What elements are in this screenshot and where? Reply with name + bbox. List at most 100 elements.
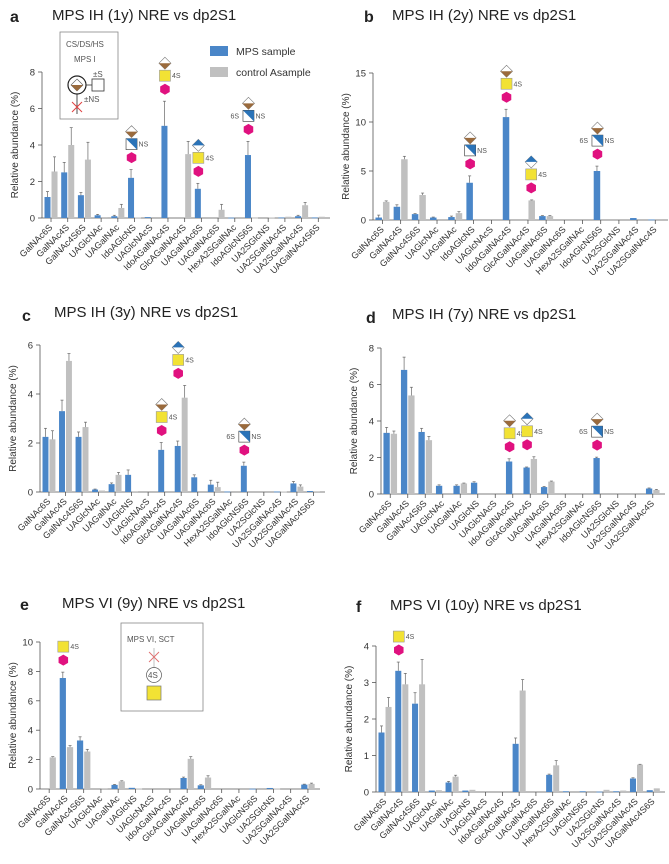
hexagon-icon — [504, 441, 515, 453]
bar-mps — [194, 188, 201, 218]
panel-title: MPS IH (3y) NRE vs dp2S1 — [54, 304, 238, 321]
inset-a-line2: MPS I — [74, 55, 96, 64]
bar-control — [135, 217, 142, 219]
annotation-sulfate-label: 4S — [172, 73, 181, 80]
panel-d: d MPS IH (7y) NRE vs dp2S1 0 2 4 6 8 Relative a… — [349, 306, 665, 552]
panel-title: MPS VI (9y) NRE vs dp2S1 — [62, 595, 245, 612]
y-tick-label: 0 — [369, 490, 374, 501]
annotation-sulfate-label: 4S — [185, 357, 194, 364]
glycan-annotation: 4S — [171, 341, 194, 379]
hexagon-icon — [592, 439, 602, 451]
inset-e-ring-label: 4S — [148, 671, 158, 680]
y-tick-label: 15 — [355, 69, 366, 80]
annotation-sulfate-label: NS — [139, 142, 149, 149]
bar-mps — [278, 217, 285, 219]
glycan-annotation: NS — [125, 125, 149, 164]
hexagon-icon — [592, 148, 603, 160]
bar-mps — [539, 216, 546, 220]
bar-mps — [646, 790, 653, 792]
bar-control — [251, 217, 258, 219]
diamond-half-icon — [242, 103, 255, 110]
annotation-sulfate-label: NS — [604, 429, 614, 436]
bar-control — [51, 171, 58, 218]
annotation-sulfate-label: 4S — [538, 172, 547, 179]
bar-control — [385, 706, 392, 792]
bar-mps — [295, 216, 302, 218]
bar-control — [66, 747, 74, 789]
bar-mps — [244, 155, 251, 218]
bar-control — [435, 790, 442, 792]
bar-mps — [266, 787, 273, 789]
bar-mps — [228, 217, 235, 219]
y-tick-label: 10 — [22, 638, 33, 649]
bar-control — [118, 207, 125, 218]
glycan-annotation: 4S — [500, 64, 522, 103]
diamond-half-icon — [591, 128, 604, 135]
y-axis-label: Relative abundance (%) — [341, 93, 352, 200]
galnac-square-icon — [521, 425, 533, 438]
hexagon-icon — [193, 165, 204, 177]
bar-mps — [240, 465, 247, 492]
bar-mps — [42, 436, 49, 492]
bar-control — [302, 205, 309, 218]
bar-control — [280, 491, 287, 493]
bar-mps — [161, 125, 168, 218]
bar-mps — [462, 790, 469, 792]
hexagon-icon — [243, 123, 254, 135]
bar-mps — [630, 218, 637, 220]
galnac-square-icon — [192, 152, 205, 164]
bar-control — [82, 427, 89, 492]
y-tick-label: 0 — [30, 214, 35, 225]
y-tick-label: 4 — [364, 642, 369, 653]
diamond-half-icon — [503, 420, 516, 427]
bar-control — [185, 154, 192, 218]
glcns-half-icon — [242, 110, 254, 122]
y-tick-label: 4 — [28, 726, 33, 737]
bar-control — [68, 145, 75, 218]
bar-control — [419, 195, 426, 220]
bar-mps — [613, 791, 620, 793]
bar-mps — [523, 467, 530, 494]
panel-letter: b — [364, 9, 374, 26]
inset-a-line1: CS/DS/HS — [66, 40, 104, 49]
y-tick-label: 4 — [30, 141, 35, 152]
glcns-half-icon — [464, 144, 476, 156]
glycan-annotation: NS — [463, 131, 487, 170]
legend: MPS sample control Asample — [210, 46, 311, 79]
bar-mps — [44, 197, 51, 218]
bar-control — [285, 216, 292, 218]
bar-mps — [94, 215, 101, 218]
bar-mps — [418, 431, 425, 494]
y-tick-label: 0 — [28, 785, 33, 796]
bar-mps — [445, 782, 452, 792]
legend-swatch-mps — [210, 46, 228, 56]
bar-mps — [128, 787, 135, 789]
annotation-sulfate-label: NS — [477, 148, 487, 155]
bar-control — [297, 486, 304, 492]
bar-mps — [224, 491, 231, 493]
y-axis-label: Relative abundance (%) — [10, 92, 21, 199]
bar-control — [620, 790, 627, 792]
y-tick-label: 0 — [364, 788, 369, 799]
y-tick-label: 8 — [28, 667, 33, 678]
bar-control — [653, 489, 660, 494]
bar-mps — [430, 217, 437, 220]
y-tick-label: 10 — [355, 118, 366, 129]
bar-mps — [108, 484, 115, 492]
bar-control — [402, 684, 409, 792]
panel-letter: d — [366, 310, 376, 327]
bar-control — [401, 159, 408, 220]
diamond-half-icon — [125, 131, 138, 138]
glycan-annotation: 4S — [520, 412, 543, 451]
y-axis-label: Relative abundance (%) — [344, 666, 355, 773]
bar-control — [637, 764, 644, 792]
annotation-sulfate-label: 6S — [579, 138, 588, 145]
panel-f: f MPS VI (10y) NRE vs dp2S1 0 1 2 3 4 Relative … — [344, 597, 665, 850]
bar-control — [469, 789, 476, 792]
bar-mps — [61, 172, 68, 218]
y-tick-label: 2 — [30, 177, 35, 188]
glcns-half-icon — [126, 138, 138, 150]
hexagon-icon — [126, 152, 137, 164]
bar-control — [318, 216, 325, 218]
